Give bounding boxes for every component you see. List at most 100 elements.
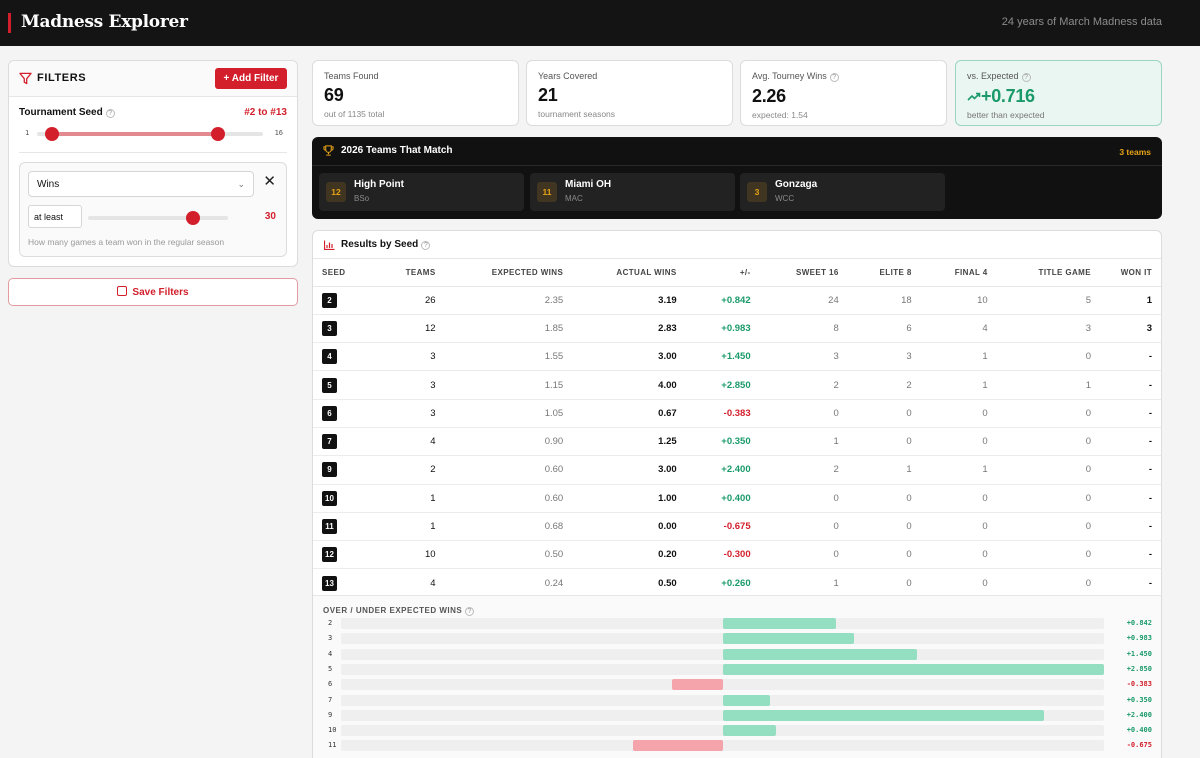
col-header-elite-8[interactable]: ELITE 8: [838, 259, 912, 287]
col-header-actual-wins[interactable]: ACTUAL WINS: [563, 259, 677, 287]
table-cell-teams: 4: [353, 568, 436, 598]
table-row[interactable]: 13 4 0.24 0.50 +0.260 1 0 0 0-: [313, 568, 1161, 598]
table-cell-diff: +0.400: [676, 484, 751, 513]
bar-fill: [723, 663, 1104, 675]
table-cell-seed: 3: [313, 314, 354, 344]
bar-fill: [723, 618, 836, 629]
seed-min-handle[interactable]: [45, 127, 60, 141]
table-row[interactable]: 6 3 1.05 0.67 -0.383 0 0 0 0-: [313, 399, 1161, 428]
bar-value-label: +2.400: [1126, 710, 1152, 719]
stat-label: Teams Found: [324, 71, 379, 81]
table-cell-won-it: -: [1090, 427, 1161, 457]
table-cell-final-4: 10: [911, 286, 988, 315]
bar-seed-label: 4: [328, 649, 333, 658]
table-row[interactable]: 4 3 1.55 3.00 +1.450 3 3 1 0-: [313, 342, 1161, 372]
team-card[interactable]: 12 High Point BSo: [319, 173, 524, 211]
table-cell-expected-wins: 0.24: [435, 568, 564, 598]
bar-row: 9 +2.400: [313, 709, 1161, 721]
seed-badge: 2: [322, 292, 337, 308]
table-cell-actual-wins: 3.00: [563, 455, 677, 485]
stat-subtext: out of 1135 total: [324, 109, 385, 119]
bar-row: 3 +0.983: [313, 633, 1161, 645]
filter-field-select[interactable]: Wins ⌄: [28, 171, 254, 197]
bar-track: [341, 709, 1104, 721]
help-icon[interactable]: ?: [1021, 73, 1031, 82]
bar-fill: [723, 709, 1044, 721]
table-row[interactable]: 11 1 0.68 0.00 -0.675 0 0 0 0-: [313, 512, 1161, 542]
table-row[interactable]: 12 10 0.50 0.20 -0.300 0 0 0 0-: [313, 540, 1161, 570]
table-cell-expected-wins: 0.90: [435, 427, 564, 457]
seed-badge: 3: [322, 320, 337, 336]
table-cell-sweet-16: 3: [750, 342, 839, 372]
seed-range-value: #2 to #13: [244, 107, 287, 118]
table-cell-elite-8: 18: [838, 286, 912, 315]
bar-seed-label: 5: [328, 664, 333, 673]
table-cell-sweet-16: 0: [750, 399, 839, 428]
help-icon[interactable]: ?: [421, 241, 431, 250]
table-cell-final-4: 1: [911, 342, 988, 372]
bar-row: 10 +0.400: [313, 725, 1161, 737]
team-card[interactable]: 11 Miami OH MAC: [530, 173, 735, 211]
team-card[interactable]: 3 Gonzaga WCC: [740, 173, 945, 211]
stat-value: 21: [538, 85, 558, 105]
bar-seed-label: 9: [328, 710, 333, 719]
results-panel: Results by Seed? SEED TEAMS EXPECTED WIN…: [312, 230, 1162, 758]
stat-value: +0.716: [967, 86, 1161, 107]
wins-value-slider[interactable]: [88, 211, 228, 225]
seed-max-handle[interactable]: [210, 127, 225, 141]
bar-track: [341, 694, 1104, 706]
operator-select[interactable]: at least: [28, 205, 82, 228]
table-cell-seed: 2: [313, 286, 354, 315]
table-row[interactable]: 5 3 1.15 4.00 +2.850 2 2 1 1-: [313, 370, 1161, 400]
add-filter-button[interactable]: + Add Filter: [215, 68, 287, 89]
table-row[interactable]: 9 2 0.60 3.00 +2.400 2 1 1 0-: [313, 455, 1161, 485]
help-icon[interactable]: ?: [105, 109, 115, 118]
team-seed-badge: 3: [747, 182, 767, 202]
bar-row: 7 +0.350: [313, 694, 1161, 706]
col-header-diff[interactable]: +/-: [676, 259, 751, 287]
bar-row: 2 +0.842: [313, 618, 1161, 629]
col-header-title-game[interactable]: TITLE GAME: [987, 259, 1091, 287]
stat-card-teams-found: Teams Found 69 out of 1135 total: [312, 60, 519, 126]
table-row[interactable]: 7 4 0.90 1.25 +0.350 1 0 0 0-: [313, 427, 1161, 457]
bar-row: 11 -0.675: [313, 740, 1161, 752]
table-cell-title-game: 0: [987, 568, 1091, 598]
col-header-sweet-16[interactable]: SWEET 16: [750, 259, 839, 287]
bar-track: [341, 725, 1104, 737]
seed-range-slider[interactable]: [37, 127, 263, 141]
save-filters-button[interactable]: Save Filters: [8, 278, 298, 306]
col-header-won-it[interactable]: WON IT: [1090, 259, 1161, 287]
col-header-seed[interactable]: SEED: [313, 259, 354, 287]
table-row[interactable]: 3 12 1.85 2.83 +0.983 8 6 4 3 3: [313, 314, 1161, 344]
table-cell-teams: 1: [353, 484, 436, 513]
table-cell-seed: 7: [313, 427, 354, 457]
help-icon[interactable]: ?: [829, 73, 839, 82]
wins-filter-card: Wins ⌄ ✕ at least 30 How many games a te…: [19, 162, 287, 257]
remove-filter-close-icon[interactable]: ✕: [263, 172, 276, 190]
bar-value-label: +0.350: [1126, 695, 1152, 704]
table-cell-won-it: -: [1090, 342, 1161, 372]
table-cell-elite-8: 2: [838, 370, 912, 400]
table-cell-teams: 3: [353, 370, 436, 400]
table-cell-title-game: 1: [987, 370, 1091, 400]
col-header-final-4[interactable]: FINAL 4: [911, 259, 988, 287]
table-row[interactable]: 10 1 0.60 1.00 +0.400 0 0 0 0-: [313, 484, 1161, 513]
bar-fill: [723, 725, 777, 737]
table-cell-expected-wins: 0.68: [435, 512, 564, 542]
seed-badge: 9: [322, 462, 337, 478]
table-cell-won-it: -: [1090, 540, 1161, 570]
table-row[interactable]: 2 26 2.35 3.19 +0.842 24 18 10 5 1: [313, 286, 1161, 315]
stat-subtext: tournament seasons: [538, 109, 616, 119]
table-cell-sweet-16: 2: [750, 370, 839, 400]
wins-value-handle[interactable]: [186, 211, 200, 225]
col-header-teams[interactable]: TEAMS: [353, 259, 436, 287]
teams-2026-title: 2026 Teams That Match: [341, 145, 453, 156]
team-name: Miami OH: [565, 179, 612, 190]
seed-badge: 4: [322, 349, 337, 365]
app-title[interactable]: Madness Explorer: [21, 12, 188, 32]
help-icon[interactable]: ?: [465, 607, 475, 616]
table-cell-won-it: -: [1090, 512, 1161, 542]
filters-header: FILTERS + Add Filter: [9, 61, 297, 97]
seed-badge: 13: [322, 575, 337, 591]
col-header-expected-wins[interactable]: EXPECTED WINS: [435, 259, 564, 287]
